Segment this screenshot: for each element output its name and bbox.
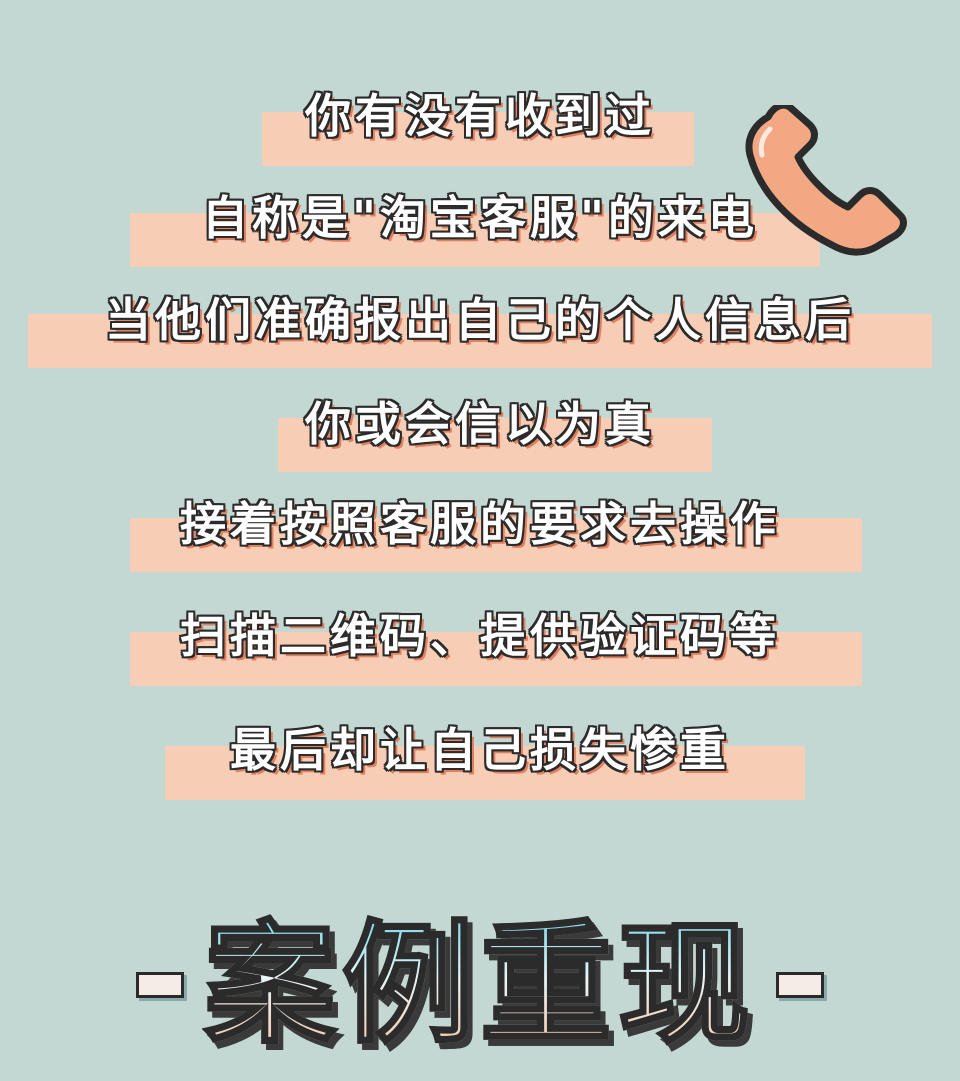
phone-handset-icon [745,105,907,256]
left-dash-decoration [136,972,184,998]
text-line-6: 扫描二维码、提供验证码等 [0,608,960,664]
highlight-bar [278,418,712,472]
line-text: 自称是"淘宝客服"的来电 [202,191,758,245]
text-line-7: 最后却让自己损失惨重 [0,722,960,778]
line-text: 接着按照客服的要求去操作 [180,497,780,551]
highlight-bar [130,518,862,572]
line-text: 扫描二维码、提供验证码等 [180,609,780,663]
text-line-1: 你有没有收到过 [0,88,960,144]
line-text: 最后却让自己损失惨重 [230,723,730,777]
highlight-bar [130,632,862,686]
highlight-bar [130,213,820,267]
text-line-5: 接着按照客服的要求去操作 [0,496,960,552]
line-text: 你有没有收到过 [305,89,655,143]
text-line-2: 自称是"淘宝客服"的来电 [0,190,960,246]
highlight-bar [262,112,694,166]
text-line-3: 当他们准确报出自己的个人信息后 [0,292,960,348]
footer-banner: 案例重现 [0,900,960,1070]
footer-title: 案例重现 [203,908,756,1062]
line-text: 你或会信以为真 [305,397,655,451]
text-line-4: 你或会信以为真 [0,396,960,452]
line-text: 当他们准确报出自己的个人信息后 [105,293,855,347]
right-dash-decoration [776,972,824,998]
highlight-bar [28,314,932,368]
highlight-bar [165,746,805,800]
